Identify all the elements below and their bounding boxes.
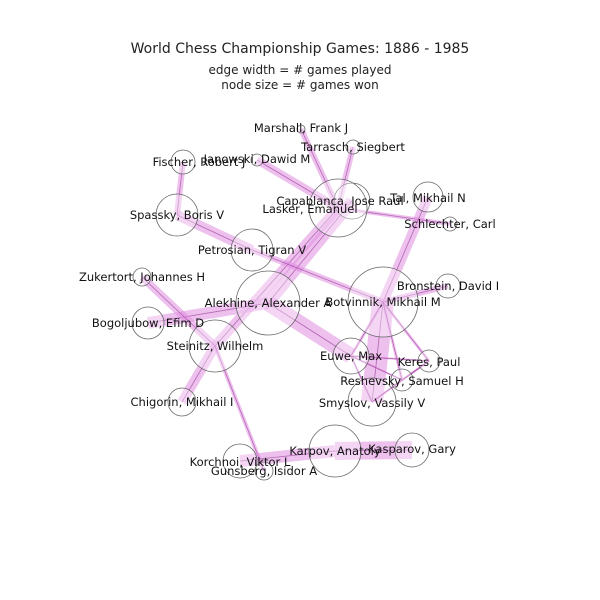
edge-line-botvinnik-petrosian (251, 249, 384, 303)
node-bogoljubow (131, 306, 165, 340)
edge-line-karpov-korchnoi (239, 450, 336, 462)
edge-line-smyslov-euwe (350, 355, 373, 403)
node-label-kasparov: Kasparov, Gary (368, 442, 456, 456)
node-janowski (250, 153, 264, 167)
node-tal (412, 181, 444, 213)
edge-line-lasker-steinitz (214, 207, 339, 347)
node-label-bronstein: Bronstein, David I (397, 279, 499, 293)
node-label-steinitz: Steinitz, Wilhelm (167, 339, 264, 353)
edge-line-lasker-schlechter (337, 207, 451, 225)
edge-line-karpov-kasparov (334, 449, 413, 452)
edge-line-botvinnik-bronstein (382, 285, 449, 303)
node-label-zukertort: Zukertort, Johannes H (79, 270, 205, 284)
node-label-alekhine: Alekhine, Alexander A (205, 296, 332, 310)
edge-line-alekhine-euwe (267, 302, 352, 357)
edges-layer (139, 127, 451, 472)
edge-line-petrosian-spassky (176, 214, 253, 251)
node-korchnoi (222, 443, 258, 479)
figure-title: World Chess Championship Games: 1886 - 1… (130, 41, 470, 57)
labels-layer: Marshall, Frank J Tarrasch, Siegbert Fisch… (79, 121, 499, 478)
node-label-korchnoi: Korchnoi, Viktor L (190, 455, 291, 469)
node-spassky (155, 193, 199, 237)
node-label-keres: Keres, Paul (398, 355, 461, 369)
edge-line-reshevsky-euwe (350, 355, 403, 381)
edge-line-botvinnik-keres (382, 301, 430, 362)
node-label-spassky: Spassky, Boris V (130, 208, 224, 222)
node-alekhine (235, 270, 301, 336)
node-label-fischer: Fischer, Robert J (153, 155, 246, 169)
edge-line-steinitz-chigorin (181, 345, 216, 403)
node-karpov (308, 424, 362, 478)
node-tarrasch (345, 139, 361, 155)
node-botvinnik (347, 266, 419, 338)
edge-line-lasker-janowski (256, 159, 339, 209)
node-label-schlechter: Schlechter, Carl (404, 217, 495, 231)
edge-line-botvinnik-euwe (350, 301, 384, 357)
edge-line-botvinnik-smyslov (371, 301, 384, 403)
node-marshall (296, 124, 306, 134)
node-chigorin (167, 387, 197, 417)
node-label-janowski: Janowski, Dawid M (203, 152, 311, 166)
node-steinitz (188, 319, 242, 373)
node-petrosian (230, 228, 274, 272)
edge-line-lasker-marshall (300, 128, 339, 209)
node-label-chigorin: Chigorin, Mikhail I (131, 395, 234, 409)
node-label-lasker: Lasker, Emanuel (262, 202, 357, 216)
node-keres (417, 349, 441, 373)
node-reshevsky (390, 368, 414, 392)
node-schlechter (442, 216, 458, 232)
node-label-bogoljubow: Bogoljubow, Efim D (92, 316, 204, 330)
node-size-legend: node size = # games won (221, 78, 379, 92)
node-kasparov (394, 432, 430, 468)
node-label-reshevsky: Reshevsky, Samuel H (340, 374, 463, 388)
edge-width-legend: edge width = # games played (208, 63, 392, 77)
edge-line-lasker-tarrasch (337, 146, 354, 209)
node-euwe (332, 337, 370, 375)
node-lasker (308, 178, 368, 238)
edge-line-steinitz-zukertort (141, 276, 216, 347)
node-label-capablanca: Capablanca, Jose Raul (276, 194, 403, 208)
node-smyslov (347, 377, 397, 427)
edge-line-botvinnik-tal (382, 196, 429, 303)
node-zukertort (132, 267, 152, 287)
edge-line-spassky-fischer (176, 161, 184, 216)
node-label-euwe: Euwe, Max (320, 349, 382, 363)
edge-line-steinitz-gunsberg (214, 345, 265, 472)
node-label-petrosian: Petrosian, Tigran V (198, 243, 306, 257)
node-gunsberg (254, 461, 274, 481)
node-label-gunsberg: Gunsberg, Isidor A (211, 464, 317, 478)
node-label-marshall: Marshall, Frank J (254, 121, 348, 135)
edge-line-smyslov-reshevsky (371, 379, 403, 403)
node-label-karpov: Karpov, Anatoly (289, 444, 381, 458)
edge-line-capablanca-alekhine (267, 200, 353, 304)
node-fischer (170, 149, 196, 175)
edge-line-botvinnik-reshevsky (382, 301, 403, 381)
nodes-layer (131, 124, 461, 481)
edge-line-keres-euwe (350, 355, 430, 362)
node-label-smyslov: Smyslov, Vassily V (319, 396, 426, 410)
node-label-tarrasch: Tarrasch, Siegbert (300, 140, 405, 154)
node-label-tal: Tal, Mikhail N (389, 191, 465, 205)
node-label-botvinnik: Botvinnik, Mikhail M (325, 295, 440, 309)
node-bronstein (435, 273, 461, 299)
edge-line-alekhine-bogoljubow (147, 302, 269, 324)
edge-line-keres-reshevsky (401, 360, 430, 381)
node-capablanca (333, 182, 371, 220)
